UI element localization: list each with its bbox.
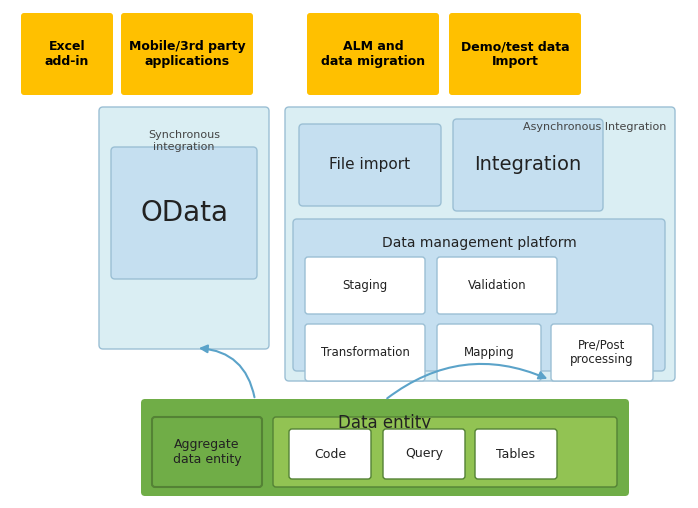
Text: Transformation: Transformation	[320, 346, 410, 359]
FancyBboxPatch shape	[449, 13, 581, 95]
Text: Query: Query	[405, 448, 443, 460]
FancyBboxPatch shape	[305, 324, 425, 381]
Text: Aggregate
data entity: Aggregate data entity	[172, 438, 242, 466]
FancyBboxPatch shape	[475, 429, 557, 479]
Text: Staging: Staging	[343, 279, 387, 292]
FancyBboxPatch shape	[305, 257, 425, 314]
Text: Mobile/3rd party
applications: Mobile/3rd party applications	[128, 40, 245, 68]
FancyBboxPatch shape	[111, 147, 257, 279]
FancyBboxPatch shape	[293, 219, 665, 371]
FancyBboxPatch shape	[299, 124, 441, 206]
FancyBboxPatch shape	[383, 429, 465, 479]
Text: Code: Code	[314, 448, 346, 460]
FancyBboxPatch shape	[307, 13, 439, 95]
Text: File import: File import	[329, 157, 410, 173]
Text: Data management platform: Data management platform	[382, 236, 577, 250]
FancyBboxPatch shape	[437, 257, 557, 314]
FancyBboxPatch shape	[289, 429, 371, 479]
FancyBboxPatch shape	[21, 13, 113, 95]
FancyBboxPatch shape	[141, 399, 629, 496]
Text: Data entity: Data entity	[339, 414, 431, 432]
Text: Integration: Integration	[475, 155, 581, 175]
FancyBboxPatch shape	[285, 107, 675, 381]
Text: Excel
add-in: Excel add-in	[45, 40, 89, 68]
Text: Pre/Post
processing: Pre/Post processing	[570, 338, 634, 366]
FancyBboxPatch shape	[437, 324, 541, 381]
FancyBboxPatch shape	[453, 119, 603, 211]
FancyBboxPatch shape	[273, 417, 617, 487]
Text: Synchronous
integration: Synchronous integration	[148, 130, 220, 151]
FancyBboxPatch shape	[152, 417, 262, 487]
Text: Asynchronous Integration: Asynchronous Integration	[523, 122, 666, 132]
Text: Validation: Validation	[468, 279, 526, 292]
Text: Demo/test data
Import: Demo/test data Import	[461, 40, 570, 68]
Text: Mapping: Mapping	[463, 346, 514, 359]
FancyBboxPatch shape	[121, 13, 253, 95]
FancyBboxPatch shape	[551, 324, 653, 381]
FancyBboxPatch shape	[99, 107, 269, 349]
Text: Tables: Tables	[496, 448, 535, 460]
Text: ALM and
data migration: ALM and data migration	[321, 40, 425, 68]
Text: OData: OData	[140, 199, 228, 227]
